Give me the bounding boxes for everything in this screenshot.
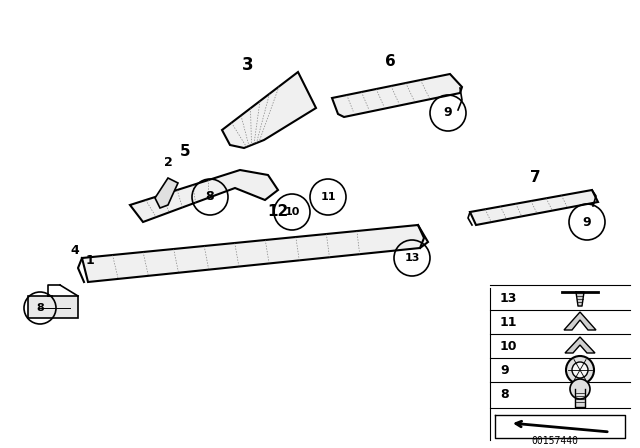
Polygon shape [222, 72, 316, 148]
Polygon shape [564, 312, 596, 330]
Polygon shape [332, 74, 462, 117]
Text: 9: 9 [582, 215, 591, 228]
Text: 12: 12 [268, 204, 289, 220]
Text: 9: 9 [500, 363, 509, 376]
Text: 11: 11 [500, 315, 518, 328]
Circle shape [572, 362, 588, 378]
Text: 2: 2 [164, 156, 172, 169]
Text: 8: 8 [500, 388, 509, 401]
Text: 00157440: 00157440 [531, 436, 579, 446]
Text: 11: 11 [320, 192, 336, 202]
Text: 9: 9 [444, 107, 452, 120]
Polygon shape [155, 178, 178, 208]
Text: 6: 6 [385, 55, 396, 69]
Text: 13: 13 [404, 253, 420, 263]
Polygon shape [28, 296, 78, 318]
Text: 8: 8 [36, 303, 44, 313]
Polygon shape [470, 190, 598, 225]
Polygon shape [576, 292, 584, 306]
Polygon shape [130, 170, 278, 222]
Text: 7: 7 [530, 171, 540, 185]
Text: 4: 4 [70, 244, 79, 257]
Text: 13: 13 [500, 292, 517, 305]
Polygon shape [565, 337, 595, 353]
Text: 5: 5 [180, 145, 190, 159]
Polygon shape [575, 389, 585, 407]
Polygon shape [82, 225, 428, 282]
Text: 10: 10 [284, 207, 300, 217]
Text: 10: 10 [500, 340, 518, 353]
Circle shape [566, 356, 594, 384]
Circle shape [570, 379, 590, 399]
Text: 1: 1 [86, 254, 94, 267]
Text: 8: 8 [205, 190, 214, 203]
Text: 3: 3 [242, 56, 254, 74]
